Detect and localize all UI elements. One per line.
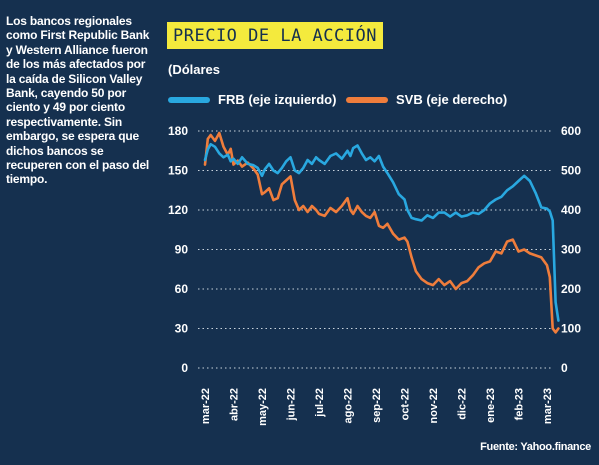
left-axis-tick-label: 0 bbox=[181, 361, 188, 375]
x-axis-tick-label: ago-22 bbox=[343, 388, 355, 423]
frb-series-line bbox=[203, 142, 560, 322]
left-axis-tick-label: 90 bbox=[175, 243, 189, 257]
x-axis-tick-label: dic-22 bbox=[457, 388, 469, 420]
left-axis-tick-label: 150 bbox=[168, 164, 188, 178]
x-axis-tick-label: mar-22 bbox=[200, 388, 212, 424]
right-axis-tick-label: 400 bbox=[561, 203, 581, 217]
series-layer bbox=[203, 131, 560, 334]
description-text: Los bancos regionales como First Republi… bbox=[6, 14, 150, 187]
legend-frb-label: FRB (eje izquierdo) bbox=[218, 92, 337, 107]
legend-svb: SVB (eje derecho) bbox=[346, 92, 507, 107]
x-axis-tick-label: feb-23 bbox=[514, 388, 526, 420]
right-axis-tick-label: 200 bbox=[561, 282, 581, 296]
legend-svb-label: SVB (eje derecho) bbox=[396, 92, 508, 107]
right-axis-tick-label: 600 bbox=[561, 124, 581, 138]
right-axis-tick-label: 100 bbox=[561, 322, 581, 336]
axis-layer: 0 0 30 100 60 200 90 300 120 400 150 500 180 600 mar-2… bbox=[168, 124, 581, 426]
x-axis-tick-label: jul-22 bbox=[314, 388, 326, 418]
right-axis-tick-label: 500 bbox=[561, 164, 581, 178]
svb-series-line bbox=[203, 131, 560, 334]
legend-frb: FRB (eje izquierdo) bbox=[168, 92, 336, 107]
x-axis-tick-label: sep-22 bbox=[371, 388, 383, 423]
x-axis-tick-label: may-22 bbox=[257, 388, 269, 426]
left-axis-tick-label: 180 bbox=[168, 124, 188, 138]
left-axis-tick-label: 30 bbox=[175, 322, 189, 336]
left-axis-tick-label: 60 bbox=[175, 282, 189, 296]
left-axis-tick-label: 120 bbox=[168, 203, 188, 217]
unit-label: (Dólares bbox=[168, 62, 221, 77]
right-axis-tick-label: 0 bbox=[561, 361, 568, 375]
source-note: Fuente: Yahoo.finance bbox=[480, 441, 591, 453]
x-axis-tick-label: ene-23 bbox=[485, 388, 497, 423]
x-axis-tick-label: abr-22 bbox=[229, 388, 241, 421]
x-axis-tick-label: jun-22 bbox=[286, 388, 298, 421]
x-axis-tick-label: oct-22 bbox=[400, 388, 412, 420]
x-axis-tick-label: mar-23 bbox=[542, 388, 554, 424]
x-axis-tick-label: nov-22 bbox=[428, 388, 440, 423]
legend-svb-swatch bbox=[346, 96, 388, 103]
grid-layer bbox=[198, 130, 553, 369]
chart-title: PRECIO DE LA ACCIÓN bbox=[167, 22, 383, 49]
right-axis-tick-label: 300 bbox=[561, 243, 581, 257]
legend-frb-swatch bbox=[168, 96, 210, 103]
